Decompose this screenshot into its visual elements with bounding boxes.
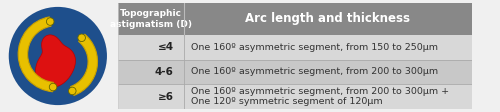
Wedge shape xyxy=(70,34,98,95)
Text: ≤4: ≤4 xyxy=(158,42,174,52)
Text: One 160º asymmetric segment, from 200 to 300μm: One 160º asymmetric segment, from 200 to… xyxy=(191,67,438,76)
Polygon shape xyxy=(36,35,76,87)
Bar xyxy=(118,84,472,109)
Text: 4-6: 4-6 xyxy=(155,67,174,77)
Text: One 160º asymmetric segment, from 150 to 250μm: One 160º asymmetric segment, from 150 to… xyxy=(191,43,438,52)
Wedge shape xyxy=(18,17,54,92)
Circle shape xyxy=(50,83,57,91)
Text: One 160º asymmetric segment, from 200 to 300μm +
One 120º symmetric segment of 1: One 160º asymmetric segment, from 200 to… xyxy=(191,87,450,106)
Bar xyxy=(118,3,472,35)
Circle shape xyxy=(78,34,86,42)
Bar xyxy=(118,35,472,59)
Text: ≥6: ≥6 xyxy=(158,92,174,102)
Text: Arc length and thickness: Arc length and thickness xyxy=(246,12,410,25)
Circle shape xyxy=(68,87,76,95)
Ellipse shape xyxy=(8,7,107,105)
Text: Topographic
astigmatism (D): Topographic astigmatism (D) xyxy=(110,9,192,29)
Bar xyxy=(118,59,472,84)
Circle shape xyxy=(46,18,54,25)
